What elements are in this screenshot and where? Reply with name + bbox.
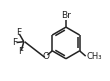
Text: F: F bbox=[16, 28, 21, 37]
Text: CH₃: CH₃ bbox=[86, 52, 102, 61]
Text: F: F bbox=[12, 38, 17, 47]
Text: Br: Br bbox=[61, 11, 71, 20]
Text: O: O bbox=[43, 52, 50, 61]
Text: F: F bbox=[18, 47, 23, 56]
